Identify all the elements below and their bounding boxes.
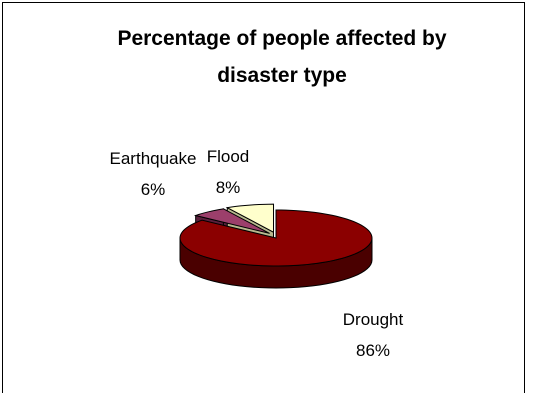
chart-title-line-1: Percentage of people affected by <box>117 27 446 50</box>
slice-earthquake <box>193 208 270 234</box>
slice-label-flood: Flood <box>207 147 250 166</box>
chart-frame <box>2 2 525 393</box>
slice-drought <box>179 209 373 267</box>
slice-percent-drought: 86% <box>356 341 390 360</box>
chart-title-line-2: disaster type <box>217 64 347 87</box>
slice-label-drought: Drought <box>343 310 404 329</box>
slice-flood <box>225 203 275 234</box>
pie-labels: Drought 86% Earthquake 6% Flood 8% <box>110 147 404 360</box>
slice-percent-earthquake: 6% <box>141 180 166 199</box>
slice-percent-flood: 8% <box>216 178 241 197</box>
slice-label-earthquake: Earthquake <box>110 149 197 168</box>
pie-slices <box>179 203 373 289</box>
